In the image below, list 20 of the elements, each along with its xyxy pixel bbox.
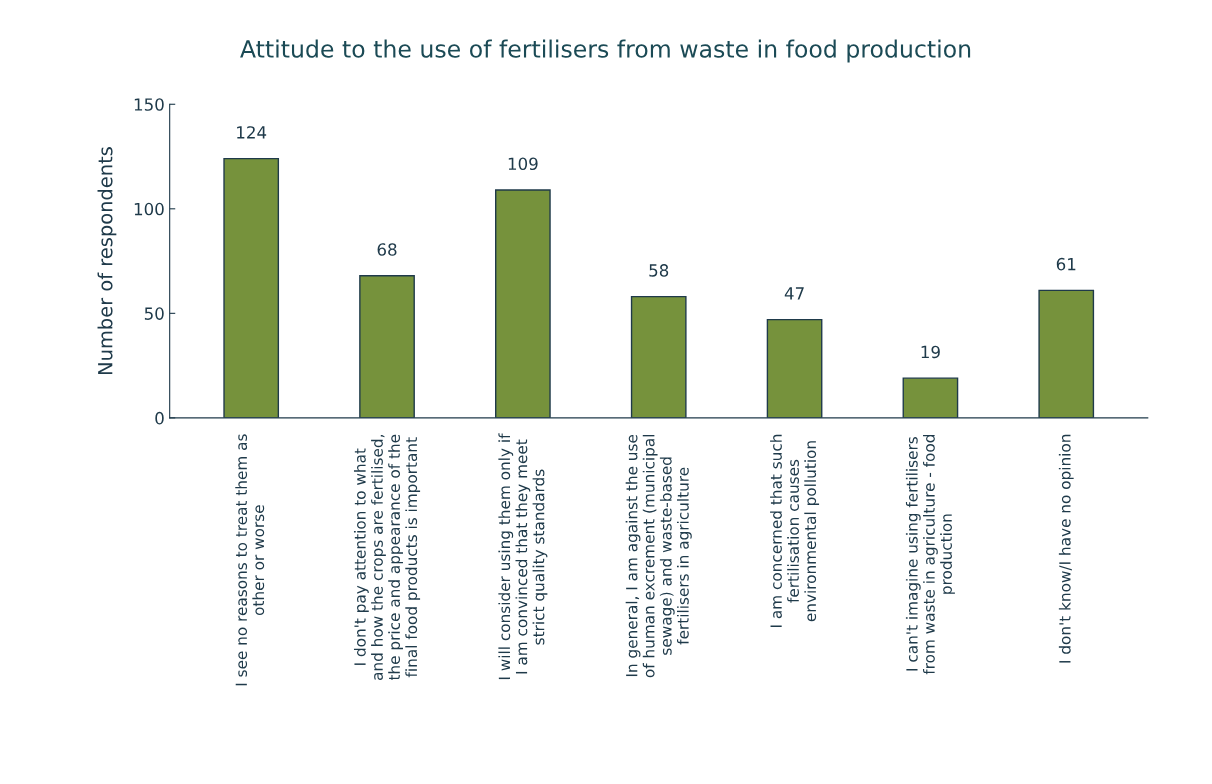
x-tick-label: I see no reasons to treat them as other or worse xyxy=(235,434,265,686)
x-tick-label: I will consider using them only if I am convinced that they meet strict quality standards xyxy=(498,433,548,680)
x-tick-label: In general, I am against the use of human excrement (municipal sewage) and waste-based fertilisers in agriculture xyxy=(625,434,692,678)
chart-title: Attitude to the use of fertilisers from waste in food production xyxy=(240,39,971,63)
data-label: 61 xyxy=(1056,257,1076,271)
y-axis-title: Number of respondents xyxy=(97,147,117,375)
x-tick-label: I don't know/I have no opinion xyxy=(1058,434,1074,663)
data-label: 47 xyxy=(784,287,804,300)
x-tick-label: I am concerned that such fertilisation causes environmental pollution xyxy=(770,434,820,627)
y-tick-label: 150 xyxy=(134,98,164,111)
y-tick-label: 0 xyxy=(155,411,164,425)
data-label: 124 xyxy=(237,126,267,139)
data-label: 109 xyxy=(508,157,538,171)
x-tick-label: I don't pay attention to what and how the crops are fertilised, the price and appearance of the final food products is important xyxy=(353,434,421,681)
data-label: 68 xyxy=(377,243,397,256)
y-tick-label: 50 xyxy=(144,307,164,320)
x-tick-label: I can't imagine using fertilisers from waste in agriculture - food production xyxy=(905,434,955,675)
data-label: 58 xyxy=(649,264,669,277)
data-label: 19 xyxy=(921,345,940,359)
y-tick-label: 100 xyxy=(134,202,164,216)
